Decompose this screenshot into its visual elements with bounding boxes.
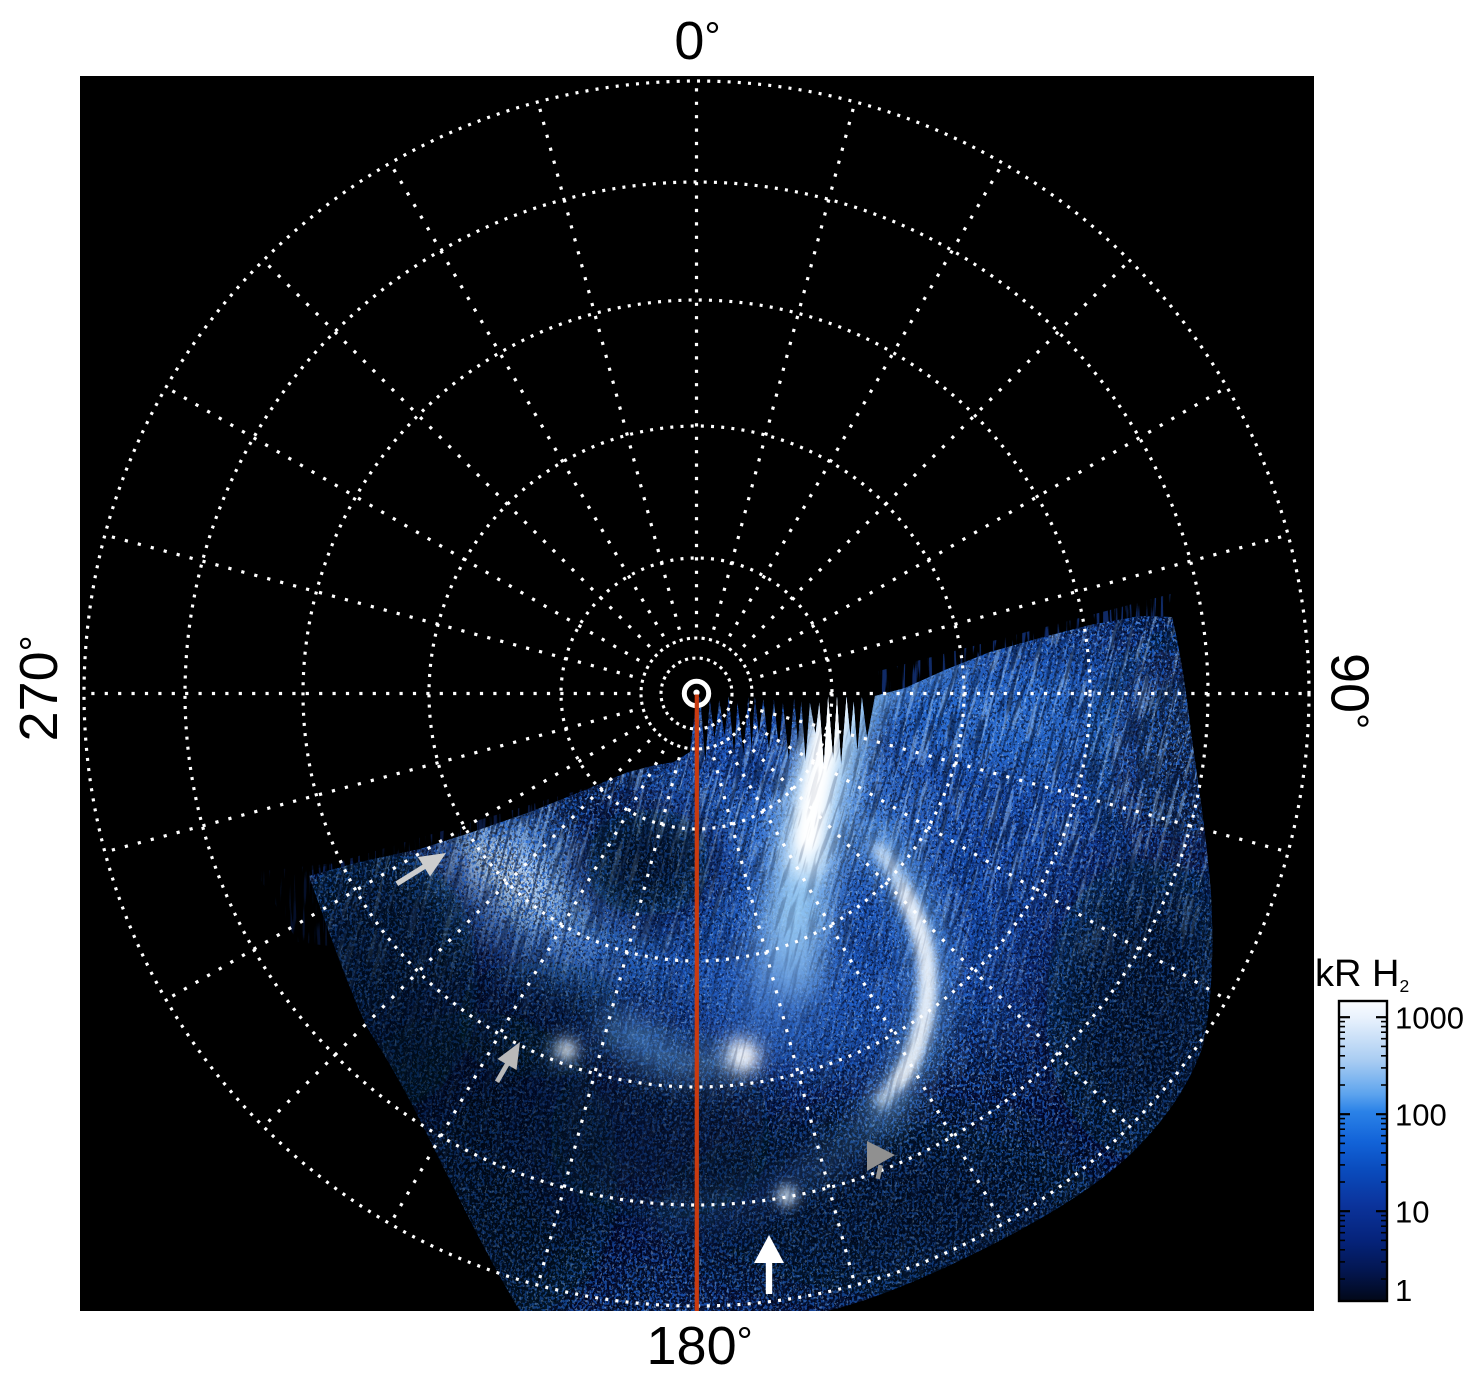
svg-text:1: 1 (1395, 1273, 1412, 1308)
svg-text:180°: 180° (647, 1316, 753, 1376)
svg-text:kR H2: kR H2 (1315, 953, 1409, 996)
svg-text:10: 10 (1395, 1194, 1429, 1229)
svg-text:1000: 1000 (1395, 1000, 1464, 1035)
svg-text:100: 100 (1395, 1097, 1447, 1132)
svg-text:270°: 270° (9, 635, 69, 741)
